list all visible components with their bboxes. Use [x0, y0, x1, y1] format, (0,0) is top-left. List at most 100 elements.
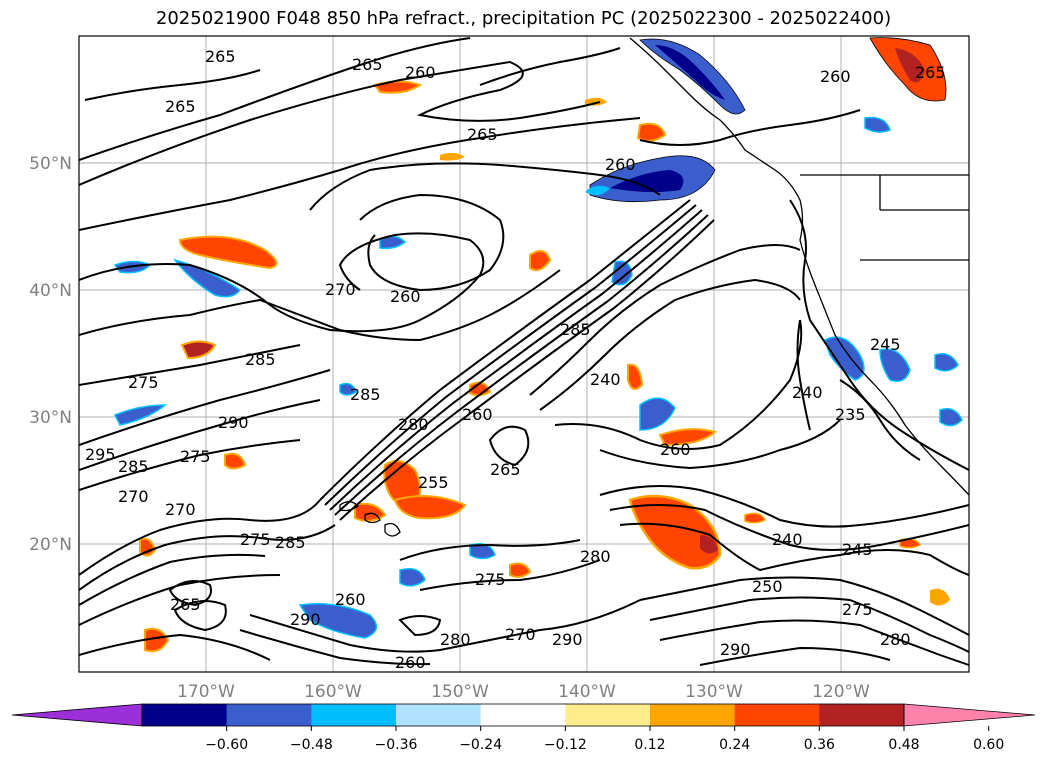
contour-line	[359, 193, 505, 292]
contour-label: 260	[462, 405, 493, 424]
contour-line	[789, 199, 969, 471]
precip-neg-region	[399, 568, 426, 587]
precip-pos-weak	[440, 152, 465, 161]
colorbar-segment	[565, 704, 651, 726]
colorbar-tick-label: −0.48	[290, 737, 333, 753]
contour-label: 260	[405, 63, 436, 82]
contour-line	[79, 344, 301, 386]
colorbar-outline	[141, 703, 905, 727]
precip-neg-region	[934, 353, 959, 372]
contour-line	[539, 278, 801, 411]
contour-label: 285	[275, 533, 306, 552]
contour-label: 290	[552, 630, 583, 649]
contour-line	[79, 524, 336, 591]
precip-neg-region	[639, 397, 676, 431]
contour-line	[173, 600, 227, 632]
precip-pos-region	[529, 250, 552, 272]
precip-neg-core	[655, 45, 725, 100]
contour-line	[609, 504, 969, 551]
precip-pos-region	[178, 235, 278, 270]
contour-line	[319, 199, 691, 501]
colorbar-tick-label: −0.24	[459, 737, 502, 753]
colorbar-tick-label: 0.48	[888, 737, 919, 753]
contour-label: 250	[752, 577, 783, 596]
contour-line	[79, 439, 301, 491]
precip-pos-region	[627, 363, 644, 390]
precip-neg-region	[611, 260, 633, 286]
colorbar-segment	[480, 704, 566, 726]
precip-pos-core	[895, 48, 925, 83]
contour-label: 285	[560, 320, 591, 339]
contour-line	[84, 69, 261, 101]
contour-label: 295	[85, 445, 116, 464]
colorbar-ticks: −0.60 −0.48 −0.36 −0.24 −0.12 0.12 0.24 0.36 0.4…	[205, 726, 1004, 753]
colorbar-segment	[226, 704, 312, 726]
colorbar-tick-label: −0.60	[205, 737, 248, 753]
contour-line	[329, 209, 703, 511]
contour-label: 260	[660, 440, 691, 459]
precip-pos-region	[628, 494, 722, 570]
lon-label: 140°W	[558, 682, 616, 702]
contour-label: 270	[118, 487, 149, 506]
precip-neg-region	[864, 116, 891, 133]
contour-label: 280	[440, 630, 471, 649]
precip-neg-region	[173, 258, 242, 298]
contour-label: 275	[128, 373, 159, 392]
contour-line	[619, 522, 969, 576]
colorbar-segment	[650, 704, 736, 726]
precip-pos-weak	[930, 588, 950, 606]
contour-label: 235	[835, 405, 866, 424]
contour-line	[79, 499, 321, 576]
contour-label: 285	[245, 350, 276, 369]
contour-line	[79, 369, 331, 446]
contour-label: 260	[605, 155, 636, 174]
contour-label: 245	[842, 540, 873, 559]
contour-label: 290	[720, 640, 751, 659]
contour-line	[488, 425, 530, 467]
precip-pos-region	[658, 428, 718, 447]
contour-line	[168, 580, 212, 607]
contour-line	[249, 599, 641, 653]
contour-line	[79, 60, 601, 186]
contour-label: 290	[290, 610, 321, 629]
contour-line	[334, 214, 709, 516]
contour-label: 260	[820, 67, 851, 86]
colorbar-tick-label: 0.12	[634, 737, 665, 753]
contour-line	[79, 232, 485, 333]
contour-line	[324, 204, 697, 506]
lat-label: 30°N	[29, 408, 72, 428]
contour-label: 265	[915, 63, 946, 82]
lon-label: 160°W	[304, 682, 362, 702]
contour-label: 240	[590, 370, 621, 389]
lon-label: 150°W	[431, 682, 489, 702]
hawaii-islands	[339, 501, 401, 537]
colorbar-tick-label: −0.12	[544, 737, 587, 753]
contour-label: 270	[165, 500, 196, 519]
contour-line	[399, 539, 581, 561]
contour-labels: 265 265 265 260 265 260 265 260 260 270 …	[85, 47, 946, 672]
precip-pos-region	[224, 452, 247, 470]
contour-line	[529, 244, 801, 396]
contour-label: 280	[880, 630, 911, 649]
border-line	[860, 175, 969, 261]
colorbar-tick-label: −0.36	[375, 737, 418, 753]
contour-line	[796, 319, 811, 431]
contour-line	[79, 269, 561, 342]
precip-neg-region	[939, 408, 963, 427]
precip-pos-region	[744, 512, 767, 524]
colorbar-segment	[734, 704, 820, 726]
contour-line	[649, 596, 969, 653]
contour-label: 260	[335, 590, 366, 609]
contour-line	[79, 117, 641, 231]
precip-neg-weak	[585, 185, 610, 196]
colorbar-tick-label: 0.60	[973, 737, 1004, 753]
lat-label: 50°N	[29, 154, 72, 174]
contour-label: 260	[390, 287, 421, 306]
contour-line	[79, 399, 321, 471]
contour-line	[309, 162, 661, 211]
lat-label: 20°N	[29, 535, 72, 555]
contour-line	[479, 47, 621, 86]
colorbar-tick-label: 0.36	[804, 737, 835, 753]
contour-label: 265	[490, 460, 521, 479]
precip-neg-region	[339, 382, 357, 396]
